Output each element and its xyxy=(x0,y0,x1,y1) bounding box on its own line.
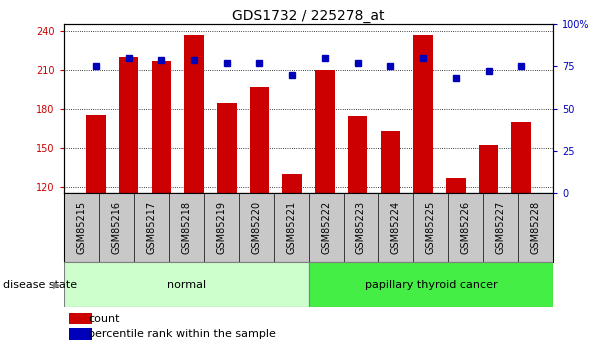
Bar xyxy=(511,122,531,193)
Bar xyxy=(69,313,92,324)
Text: GSM85218: GSM85218 xyxy=(181,201,191,254)
Bar xyxy=(184,34,204,193)
Text: GSM85220: GSM85220 xyxy=(251,201,261,254)
Bar xyxy=(119,57,139,193)
Bar xyxy=(151,61,171,193)
Text: GSM85224: GSM85224 xyxy=(391,201,401,254)
Bar xyxy=(478,145,499,193)
Text: GSM85222: GSM85222 xyxy=(321,201,331,254)
Bar xyxy=(250,87,269,193)
Title: GDS1732 / 225278_at: GDS1732 / 225278_at xyxy=(232,9,385,23)
Bar xyxy=(64,262,308,307)
Bar xyxy=(446,178,466,193)
Text: normal: normal xyxy=(167,280,206,289)
Text: count: count xyxy=(88,314,120,324)
Text: GSM85223: GSM85223 xyxy=(356,201,366,254)
Bar xyxy=(413,34,433,193)
Text: percentile rank within the sample: percentile rank within the sample xyxy=(88,329,276,339)
Text: disease state: disease state xyxy=(3,280,77,289)
Bar xyxy=(315,70,335,193)
Text: papillary thyroid cancer: papillary thyroid cancer xyxy=(365,280,497,289)
Text: GSM85225: GSM85225 xyxy=(426,201,436,254)
Bar xyxy=(308,262,553,307)
Bar xyxy=(86,115,106,193)
Bar xyxy=(282,174,302,193)
Text: GSM85219: GSM85219 xyxy=(216,201,226,254)
Bar xyxy=(381,131,400,193)
Text: ▶: ▶ xyxy=(53,280,60,289)
Text: GSM85221: GSM85221 xyxy=(286,201,296,254)
Text: GSM85226: GSM85226 xyxy=(461,201,471,254)
Text: GSM85217: GSM85217 xyxy=(147,201,156,254)
Text: GSM85227: GSM85227 xyxy=(496,201,506,254)
Bar xyxy=(348,117,367,193)
Bar xyxy=(217,104,237,193)
Text: GSM85228: GSM85228 xyxy=(531,201,541,254)
Text: GSM85216: GSM85216 xyxy=(111,201,121,254)
Text: GSM85215: GSM85215 xyxy=(77,201,86,254)
Bar xyxy=(69,328,92,340)
